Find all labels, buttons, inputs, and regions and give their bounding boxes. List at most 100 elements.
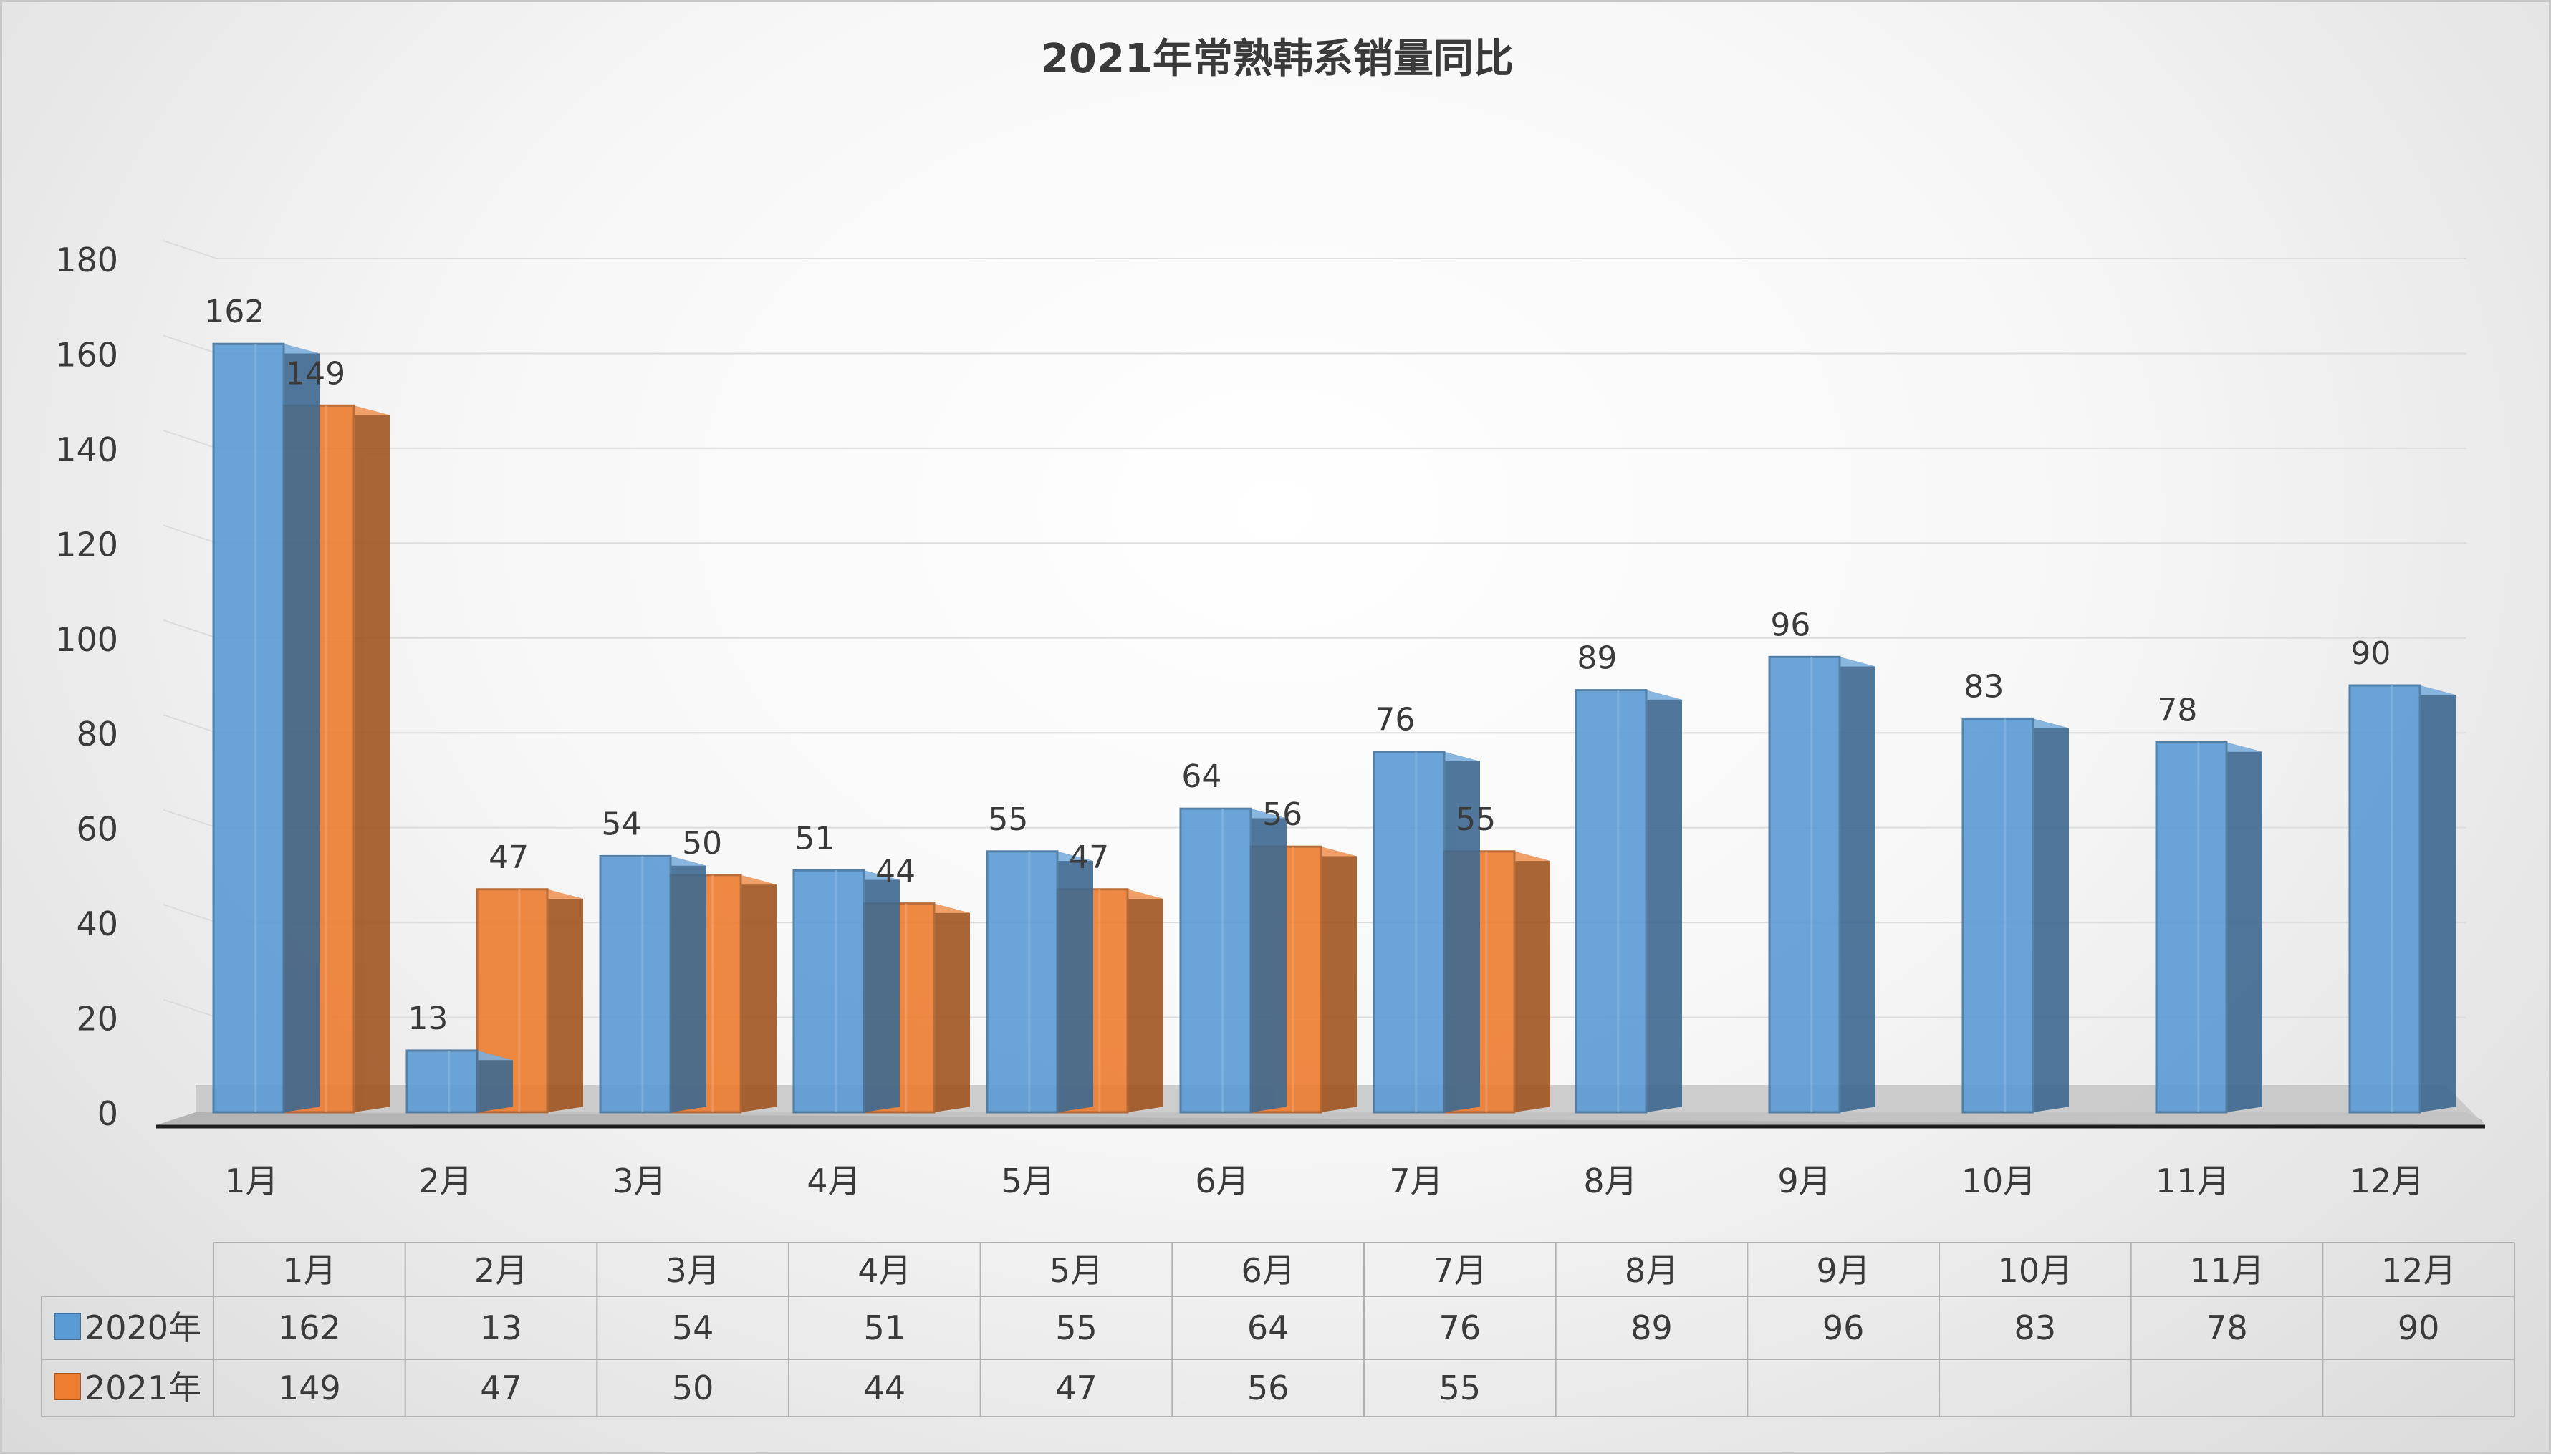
data-label-2020: 64 — [1181, 758, 1221, 795]
data-label-2020: 78 — [2157, 692, 2197, 728]
table-cell: 83 — [2014, 1308, 2057, 1347]
chart-title: 2021年常熟韩系销量同比 — [1041, 36, 1514, 82]
y-tick-label: 0 — [97, 1094, 118, 1133]
x-tick-label: 3月 — [612, 1162, 666, 1200]
data-label-2020: 162 — [204, 294, 264, 330]
bar-2020-1-front — [212, 342, 285, 1114]
data-label-2020: 54 — [601, 806, 641, 842]
bar-2020-10-front — [1961, 717, 2034, 1114]
bar-2020-10-side — [2033, 718, 2069, 1112]
table-header-cell: 2月 — [474, 1251, 528, 1290]
bars — [212, 342, 2456, 1114]
gridline-side — [163, 809, 218, 829]
bar-2020-3 — [599, 854, 706, 1114]
table-header-cell: 5月 — [1049, 1251, 1103, 1290]
data-label-2021: 50 — [682, 825, 722, 862]
table-cell: 47 — [1055, 1369, 1097, 1407]
data-label-2020: 89 — [1577, 640, 1617, 677]
table-cell: 96 — [1822, 1308, 1865, 1347]
bar-2020-8-side — [1646, 690, 1682, 1112]
bar-2020-11-front — [2155, 741, 2228, 1114]
data-label-2021: 47 — [1069, 839, 1109, 876]
bar-2020-5 — [986, 850, 1093, 1114]
bar-2020-10 — [1961, 717, 2069, 1114]
bar-2020-3-side — [671, 856, 706, 1112]
table-cell: 149 — [278, 1369, 341, 1407]
bar-2021-4-side — [934, 903, 970, 1112]
bar-2020-1 — [212, 342, 320, 1114]
table-header-cell: 12月 — [2381, 1251, 2456, 1290]
legend-swatch-2021年 — [54, 1373, 81, 1400]
x-tick-label: 10月 — [1961, 1162, 2037, 1200]
table-cell: 64 — [1247, 1308, 1289, 1347]
gridline-side — [163, 240, 218, 259]
table-header-cell: 11月 — [2189, 1251, 2264, 1290]
bar-2020-2-front — [405, 1049, 479, 1114]
bar-2020-6-side — [1251, 809, 1287, 1112]
table-cell: 50 — [672, 1369, 714, 1407]
table-cell: 89 — [1630, 1308, 1673, 1347]
bar-2021-7-side — [1514, 851, 1550, 1112]
bar-2020-5-side — [1057, 851, 1093, 1112]
data-label-2020: 96 — [1770, 607, 1810, 643]
bar-2020-4-side — [864, 870, 900, 1112]
bar-2020-5-front — [986, 850, 1059, 1114]
table-cell: 76 — [1439, 1308, 1481, 1347]
y-tick-label: 100 — [55, 620, 118, 659]
bar-2021-3-side — [741, 874, 777, 1112]
x-tick-label: 11月 — [2156, 1162, 2231, 1200]
x-tick-label: 12月 — [2350, 1162, 2425, 1200]
bar-2020-4-front — [792, 869, 865, 1114]
data-label-2021: 55 — [1456, 801, 1496, 838]
legend-label: 2021年 — [85, 1369, 201, 1407]
y-tick-label: 140 — [55, 430, 118, 469]
data-labels: 162 149 13 47 54 50 51 44 55 47 64 56 76 55 89 96 83 78 90 — [204, 294, 2391, 1037]
x-tick-label: 9月 — [1777, 1162, 1831, 1200]
bar-2020-9-side — [1840, 657, 1875, 1112]
bar-2021-1-side — [354, 405, 390, 1112]
gridlines — [163, 240, 2466, 1018]
data-label-2021: 149 — [285, 355, 345, 392]
gridline-side — [163, 904, 218, 924]
bar-2020-8 — [1575, 689, 1682, 1114]
gridline-side — [163, 619, 218, 639]
bar-2020-6-front — [1179, 807, 1252, 1114]
x-tick-label: 8月 — [1583, 1162, 1637, 1200]
bar-2021-5-side — [1128, 889, 1163, 1112]
table-header-cell: 4月 — [857, 1251, 911, 1290]
bar-2020-11 — [2155, 741, 2262, 1114]
y-tick-label: 60 — [76, 810, 118, 849]
x-tick-label: 2月 — [418, 1162, 472, 1200]
table-cell: 55 — [1055, 1308, 1097, 1347]
data-label-2020: 83 — [1964, 668, 2004, 705]
y-tick-label: 180 — [55, 241, 118, 279]
x-tick-label: 5月 — [1001, 1162, 1054, 1200]
gridline-side — [163, 714, 218, 734]
table-cell: 55 — [1439, 1369, 1481, 1407]
y-tick-label: 20 — [76, 1000, 118, 1038]
y-tick-label: 80 — [76, 715, 118, 753]
data-label-2021: 44 — [875, 854, 916, 890]
y-tick-label: 160 — [55, 335, 118, 374]
data-label-2020: 51 — [794, 820, 835, 857]
bar-2020-8-front — [1575, 689, 1648, 1114]
table-cell: 162 — [278, 1308, 341, 1347]
data-label-2021: 56 — [1262, 796, 1302, 833]
data-label-2020: 76 — [1375, 702, 1415, 738]
bar-2020-4 — [792, 869, 900, 1114]
data-label-2021: 47 — [489, 839, 529, 876]
gridline-side — [163, 524, 218, 544]
table-header-cell: 3月 — [666, 1251, 720, 1290]
bar-2020-7-side — [1444, 751, 1480, 1112]
data-label-2020: 90 — [2350, 635, 2391, 672]
table-cell: 47 — [480, 1369, 522, 1407]
data-table: 1月 2月 3月 4月 5月 6月 7月 8月 9月 10月 11月 12月 2020年 162 13 54 5… — [41, 1242, 2515, 1417]
bar-2020-7-front — [1373, 751, 1446, 1114]
bar-2020-2-side — [477, 1050, 513, 1112]
y-tick-label: 40 — [76, 905, 118, 943]
table-cell: 54 — [672, 1308, 714, 1347]
bar-2020-1-side — [284, 344, 320, 1113]
bar-2020-12 — [2348, 684, 2456, 1114]
table-header-cell: 6月 — [1241, 1251, 1295, 1290]
bar-2020-3-front — [599, 854, 672, 1114]
